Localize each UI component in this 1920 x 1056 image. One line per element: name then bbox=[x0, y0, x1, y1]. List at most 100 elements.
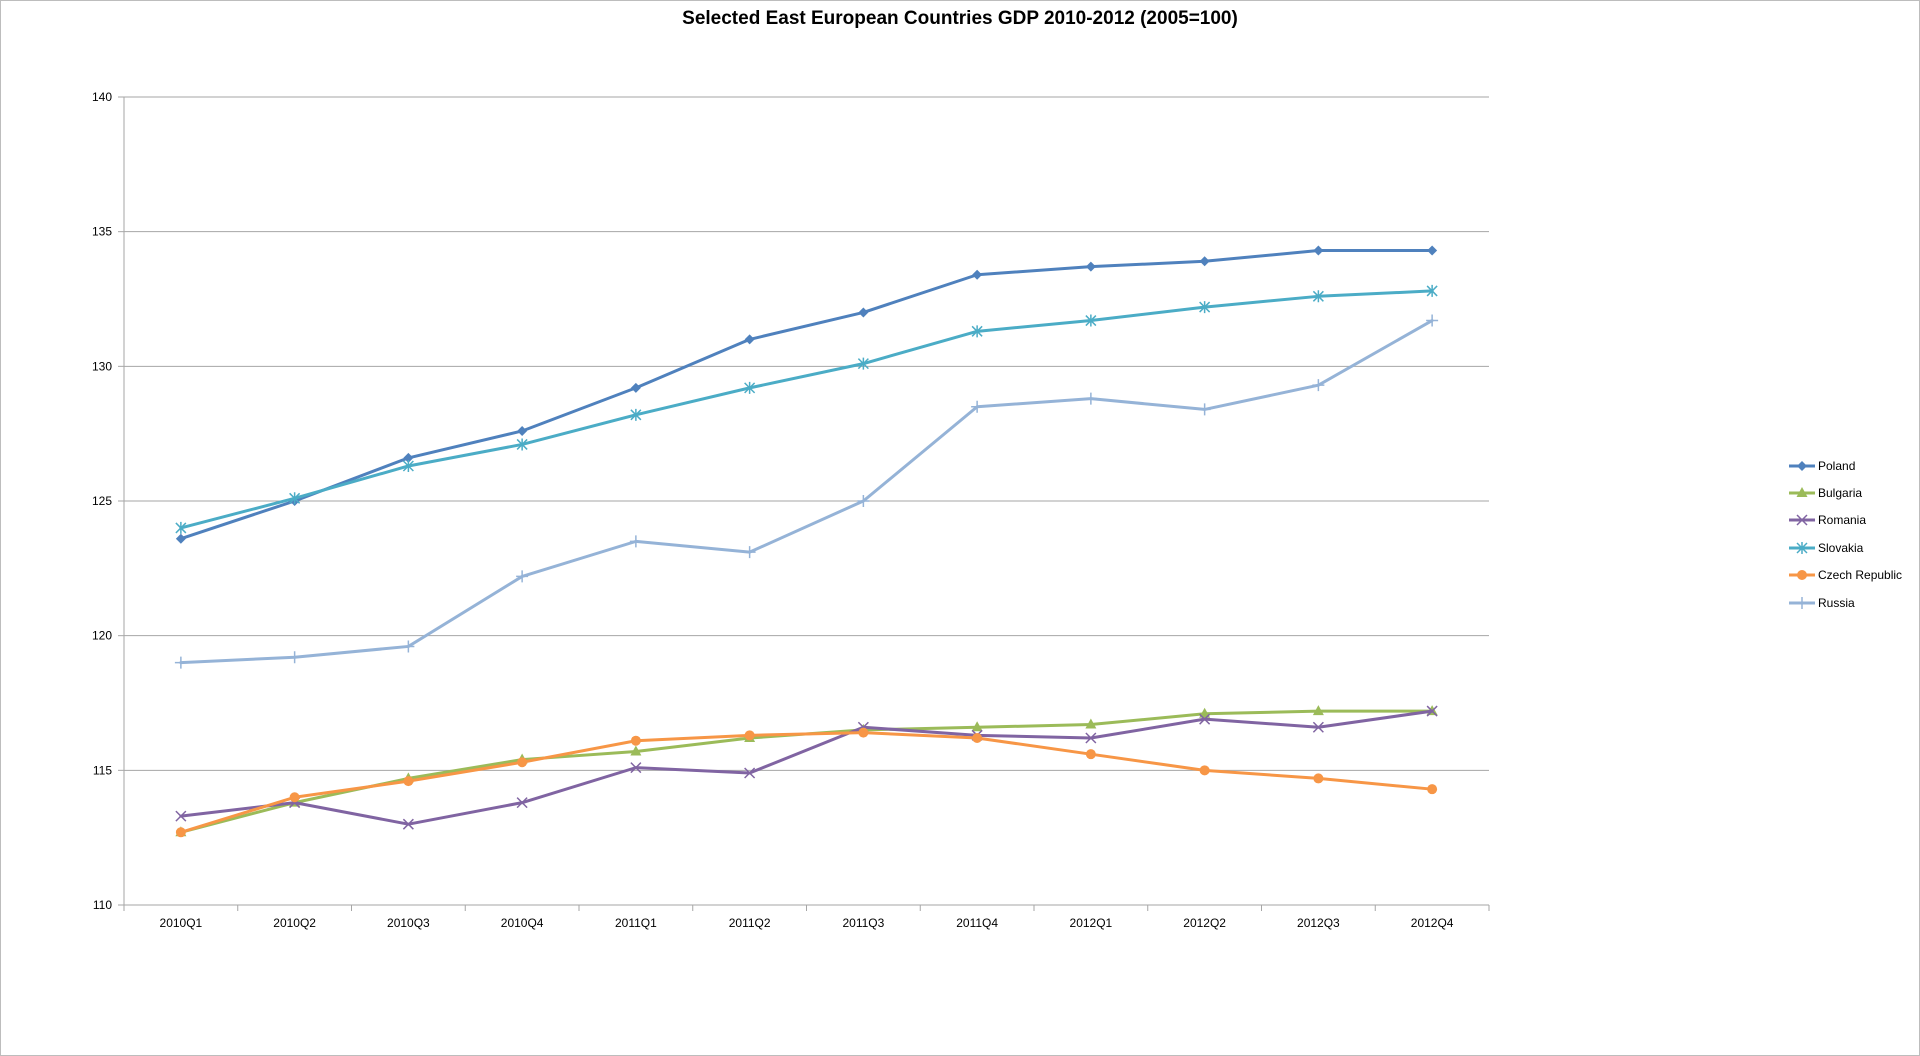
y-tick-label: 110 bbox=[93, 898, 112, 912]
legend-item-slovakia: Slovakia bbox=[1788, 534, 1902, 561]
data-point-bulgaria bbox=[1199, 707, 1211, 718]
series-line-romania bbox=[179, 709, 1434, 826]
x-tick-label: 2012Q2 bbox=[1183, 916, 1226, 930]
legend-label: Romania bbox=[1818, 513, 1867, 528]
data-point-poland bbox=[1313, 245, 1324, 256]
legend-swatch-russia bbox=[1789, 596, 1815, 609]
chart-title: Selected East European Countries GDP 201… bbox=[682, 8, 1238, 29]
data-point-romania bbox=[1426, 705, 1438, 717]
data-point-czech-republic bbox=[517, 757, 528, 768]
legend-label: Russia bbox=[1818, 595, 1855, 610]
data-point-slovakia bbox=[175, 521, 187, 534]
data-point-romania bbox=[1312, 721, 1324, 733]
legend-swatch-czech-republic bbox=[1789, 570, 1815, 581]
data-point-slovakia bbox=[1426, 284, 1438, 297]
legend-marker bbox=[1797, 460, 1807, 471]
legend-item-romania: Romania bbox=[1788, 507, 1902, 534]
series-slovakia bbox=[175, 284, 1438, 534]
x-tick-label: 2010Q2 bbox=[273, 916, 316, 930]
legend-label: Slovakia bbox=[1818, 540, 1864, 555]
data-point-czech-republic bbox=[1313, 773, 1324, 784]
data-point-russia bbox=[174, 656, 187, 669]
legend-item-russia: Russia bbox=[1788, 589, 1902, 616]
chart-legend: Poland Bulgaria Romania Slovakia Czech Repub… bbox=[1788, 452, 1902, 616]
data-point-romania bbox=[175, 810, 187, 822]
legend-marker bbox=[1796, 596, 1808, 609]
series-line-russia bbox=[179, 319, 1434, 665]
data-point-poland bbox=[744, 334, 755, 345]
data-point-czech-republic bbox=[1085, 749, 1096, 760]
legend-swatch-romania bbox=[1789, 514, 1815, 526]
y-tick-label: 115 bbox=[93, 763, 112, 777]
data-point-slovakia bbox=[744, 381, 756, 394]
legend-swatch-slovakia bbox=[1789, 541, 1815, 554]
data-point-poland bbox=[175, 533, 186, 544]
data-point-russia bbox=[857, 495, 870, 507]
x-tick-label: 2012Q4 bbox=[1411, 916, 1454, 930]
data-point-czech-republic bbox=[858, 727, 869, 738]
legend-marker bbox=[1796, 541, 1808, 554]
data-point-romania bbox=[516, 797, 528, 809]
data-point-poland bbox=[517, 425, 528, 436]
legend-label: Poland bbox=[1818, 458, 1856, 473]
data-point-poland bbox=[1199, 256, 1210, 267]
data-point-czech-republic bbox=[289, 792, 300, 803]
legend-item-bulgaria: Bulgaria bbox=[1788, 479, 1902, 506]
data-point-russia bbox=[402, 640, 415, 653]
x-tick-label: 2011Q4 bbox=[956, 916, 998, 930]
series-russia bbox=[174, 314, 1439, 669]
data-point-russia bbox=[1312, 379, 1325, 392]
y-tick-label: 130 bbox=[92, 359, 112, 373]
data-point-slovakia bbox=[857, 357, 869, 370]
data-point-bulgaria bbox=[630, 745, 642, 756]
data-point-russia bbox=[1426, 314, 1439, 327]
data-point-slovakia bbox=[402, 459, 414, 472]
x-tick-label: 2010Q3 bbox=[387, 916, 430, 930]
data-point-russia bbox=[629, 535, 642, 548]
data-point-russia bbox=[743, 546, 756, 559]
legend-label: Bulgaria bbox=[1818, 486, 1863, 501]
data-point-romania bbox=[744, 767, 756, 779]
legend-item-czech-republic: Czech Republic bbox=[1788, 562, 1902, 589]
series-line-czech-republic bbox=[179, 731, 1434, 834]
data-point-slovakia bbox=[971, 325, 983, 338]
series-romania bbox=[175, 705, 1438, 830]
x-tick-label: 2010Q1 bbox=[160, 916, 203, 930]
data-point-czech-republic bbox=[972, 733, 983, 744]
legend-marker bbox=[1797, 570, 1807, 581]
data-point-slovakia bbox=[1312, 290, 1324, 303]
data-point-slovakia bbox=[630, 408, 642, 421]
series-line-poland bbox=[179, 249, 1434, 541]
data-point-russia bbox=[1198, 403, 1211, 416]
legend-label: Czech Republic bbox=[1818, 568, 1903, 583]
data-point-russia bbox=[971, 400, 984, 413]
data-point-slovakia bbox=[1085, 314, 1097, 327]
data-point-czech-republic bbox=[1199, 765, 1210, 776]
legend-swatch-bulgaria bbox=[1789, 487, 1815, 498]
data-point-poland bbox=[858, 307, 869, 318]
data-point-poland bbox=[1085, 261, 1096, 272]
legend-item-poland: Poland bbox=[1788, 452, 1902, 479]
x-tick-label: 2012Q1 bbox=[1070, 916, 1113, 930]
legend-swatch-poland bbox=[1789, 460, 1815, 471]
x-tick-label: 2010Q4 bbox=[501, 916, 544, 930]
y-tick-label: 135 bbox=[92, 225, 112, 239]
series-line-slovakia bbox=[179, 289, 1434, 530]
data-point-russia bbox=[1084, 392, 1097, 405]
data-point-poland bbox=[403, 452, 414, 463]
data-point-slovakia bbox=[1199, 301, 1211, 314]
series-poland bbox=[175, 245, 1438, 544]
x-tick-label: 2012Q3 bbox=[1297, 916, 1340, 930]
data-point-slovakia bbox=[516, 438, 528, 451]
data-point-romania bbox=[1199, 713, 1211, 725]
data-point-slovakia bbox=[289, 492, 301, 505]
data-point-romania bbox=[630, 762, 642, 774]
data-point-czech-republic bbox=[630, 735, 641, 746]
data-point-czech-republic bbox=[403, 776, 414, 787]
x-tick-label: 2011Q3 bbox=[842, 916, 884, 930]
legend-marker bbox=[1796, 487, 1808, 498]
y-tick-label: 120 bbox=[92, 629, 112, 643]
data-point-romania bbox=[402, 818, 414, 830]
